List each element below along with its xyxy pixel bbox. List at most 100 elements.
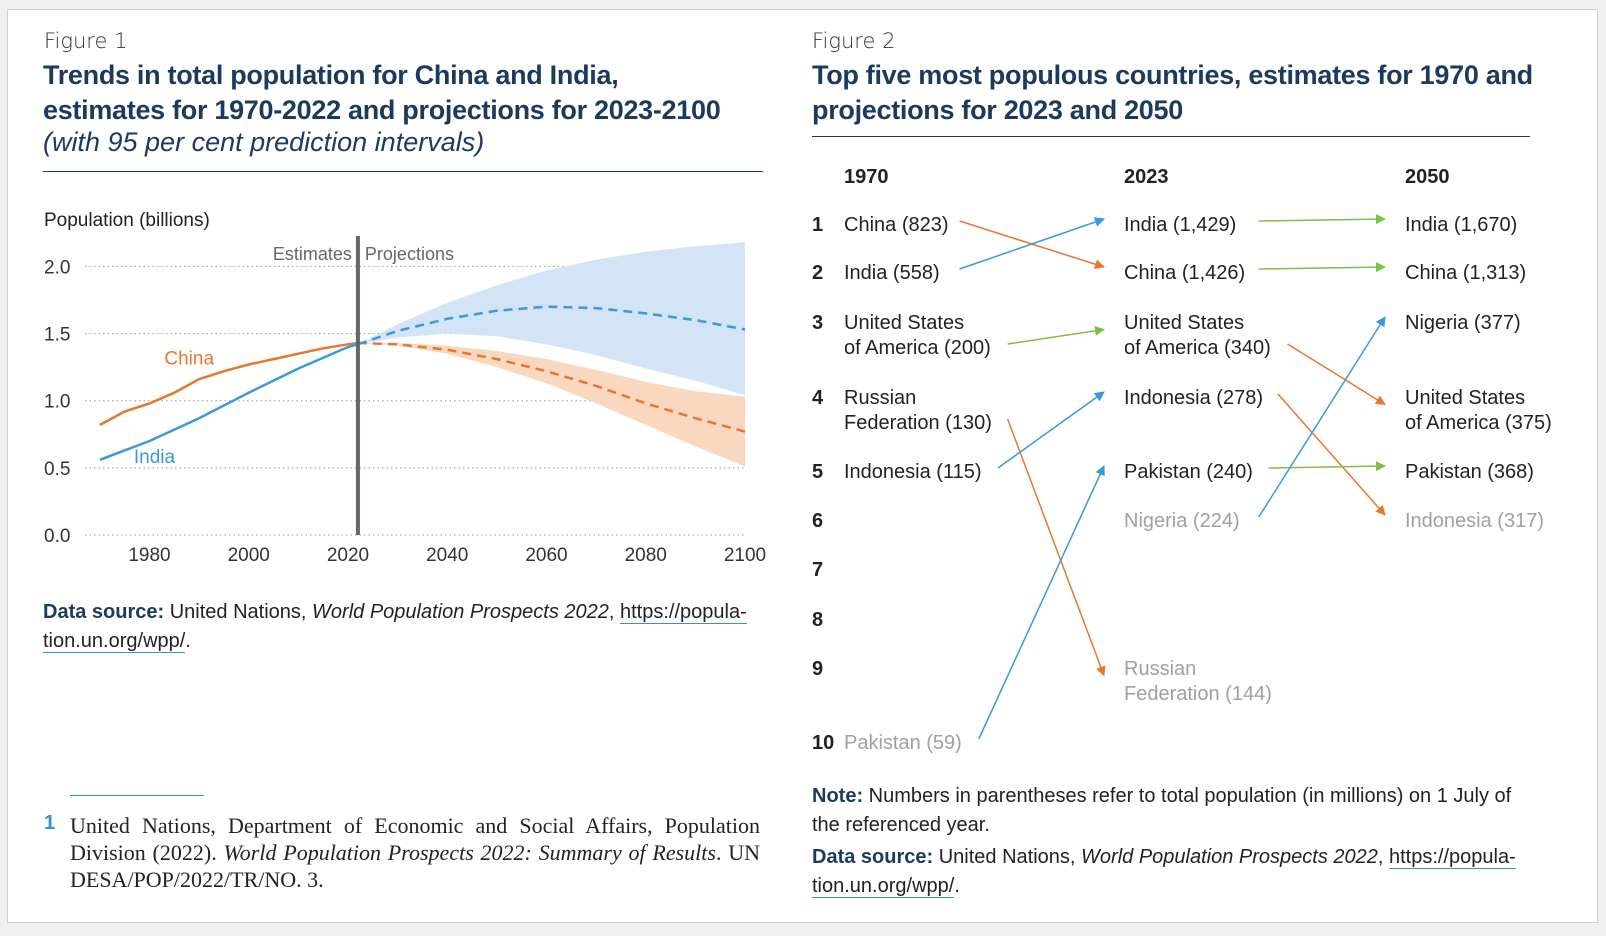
rank-number: 7	[812, 559, 823, 581]
country-entry-line: Pakistan (59)	[844, 732, 962, 754]
country-entry: Indonesia (317)	[1405, 510, 1544, 532]
china-series-label: China	[164, 348, 214, 369]
y-axis-label: Population (billions)	[44, 210, 210, 231]
country-entry-line: Nigeria (224)	[1124, 510, 1240, 532]
figure1-title-line2: estimates for 1970-2022 and projections …	[43, 95, 721, 125]
country-entry: United States of America (375)	[1405, 387, 1552, 434]
china-prediction-interval	[357, 343, 745, 467]
figure2-label: Figure 2	[812, 29, 896, 53]
country-entry: Indonesia (115)	[844, 461, 982, 483]
figure1-title-line1: Trends in total population for China and…	[43, 60, 619, 90]
projections-label: Projections	[365, 244, 454, 264]
country-entry-line: of America (340)	[1124, 337, 1271, 359]
country-entry: Russian Federation (130)	[844, 387, 992, 434]
rank-number: 2	[812, 262, 823, 284]
country-entry-line: Russian	[1124, 658, 1196, 680]
rank-change-arrow	[959, 217, 1105, 270]
rank-change-arrow	[978, 465, 1105, 740]
rank-number: 10	[812, 732, 834, 754]
country-entry: United States of America (340)	[1124, 312, 1271, 359]
country-entry: Nigeria (224)	[1124, 510, 1240, 532]
figure2-note-text2: the referenced year.	[812, 814, 990, 836]
figure1-label: Figure 1	[44, 29, 128, 53]
figure2-data-source-text: United Nations,	[938, 846, 1076, 868]
figure1-data-source-link[interactable]: https://popula-	[620, 601, 747, 624]
country-entry-line: Federation (144)	[1124, 683, 1272, 705]
country-entry-line: India (1,429)	[1124, 214, 1236, 236]
rank-change-arrow	[997, 391, 1105, 469]
footnote-rule	[70, 795, 204, 796]
country-entry-line: China (1,313)	[1405, 262, 1526, 284]
figure2-title-rule	[812, 136, 1530, 137]
column-header-2050: 2050	[1405, 166, 1450, 188]
rank-change-arrow	[1258, 214, 1386, 225]
figure1-data-source-end: .	[185, 630, 191, 652]
figure1-title-rule	[43, 171, 763, 172]
china-estimates-line	[99, 341, 359, 426]
x-tick-label: 2100	[724, 545, 766, 566]
x-tick-label: 2000	[228, 545, 270, 566]
rank-change-arrow	[1258, 316, 1386, 518]
india-series-label: India	[134, 447, 176, 468]
rank-number: 6	[812, 510, 823, 532]
india-prediction-interval	[357, 242, 745, 396]
rank-change-arrow	[1277, 393, 1386, 516]
country-entry: China (1,426)	[1124, 262, 1245, 284]
x-tick-label: 2060	[525, 545, 567, 566]
rank-change-arrow	[1258, 262, 1386, 273]
figure2-note: Note: Numbers in parentheses refer to to…	[812, 782, 1542, 840]
rank-number: 3	[812, 312, 823, 334]
country-entry-line: China (1,426)	[1124, 262, 1245, 284]
country-entry: Nigeria (377)	[1405, 312, 1521, 334]
y-tick-label: 0.5	[44, 459, 70, 480]
country-entry-line: Pakistan (240)	[1124, 461, 1253, 483]
country-entry: Indonesia (278)	[1124, 387, 1263, 409]
country-entry-line: Russian	[844, 387, 916, 409]
figure1-data-source-label: Data source:	[43, 601, 165, 623]
figure1-data-source-text: United Nations,	[169, 601, 307, 623]
column-header-1970: 1970	[844, 166, 889, 188]
country-entry-line: Pakistan (368)	[1405, 461, 1534, 483]
figure1-subtitle: (with 95 per cent prediction intervals)	[43, 127, 485, 157]
country-entry-line: of America (200)	[844, 337, 991, 359]
country-entry-line: Indonesia (278)	[1124, 387, 1263, 409]
country-entry-line: India (558)	[844, 262, 940, 284]
china-projection-line	[357, 341, 746, 433]
country-entry-line: Indonesia (317)	[1405, 510, 1544, 532]
x-tick-label: 2020	[327, 545, 369, 566]
country-entry-line: Indonesia (115)	[844, 461, 982, 483]
country-entry: India (1,670)	[1405, 214, 1517, 236]
figure1-data-source-link-cont[interactable]: tion.un.org/wpp/	[43, 630, 186, 653]
country-entry: Pakistan (240)	[1124, 461, 1253, 483]
country-entry: India (1,429)	[1124, 214, 1236, 236]
y-tick-label: 1.5	[44, 325, 70, 346]
x-tick-label: 2080	[625, 545, 667, 566]
country-entry-line: India (1,670)	[1405, 214, 1517, 236]
y-tick-label: 2.0	[44, 257, 70, 278]
rank-number: 4	[812, 387, 824, 409]
country-entry: Pakistan (59)	[844, 732, 962, 754]
footnote-number: 1	[44, 812, 56, 834]
figure2-data-source-end: .	[954, 875, 960, 897]
x-tick-label: 2040	[426, 545, 468, 566]
country-entry-line: of America (375)	[1405, 412, 1552, 434]
figure2-data-source-link-cont[interactable]: tion.un.org/wpp/	[812, 875, 955, 898]
footnote-text-a: United Nations, Department of Economic a…	[70, 813, 760, 865]
country-entry-line: United States	[1124, 312, 1244, 334]
figure2-note-label: Note:	[812, 785, 864, 807]
rank-change-arrow	[1007, 325, 1105, 345]
figure2-title-line2: projections for 2023 and 2050	[812, 95, 1183, 125]
country-entry: India (558)	[844, 262, 940, 284]
country-entry: Russian Federation (144)	[1124, 658, 1272, 705]
footnote-text: United Nations, Department of Economic a…	[70, 812, 760, 893]
rank-change-arrow	[1268, 461, 1386, 472]
figure2-data-source-link[interactable]: https://popula-	[1389, 846, 1516, 869]
country-entry: Pakistan (368)	[1405, 461, 1534, 483]
country-entry-line: Federation (130)	[844, 412, 992, 434]
rank-number: 9	[812, 658, 823, 680]
country-entry: China (823)	[844, 214, 949, 236]
country-entry: China (1,313)	[1405, 262, 1526, 284]
y-tick-label: 1.0	[44, 392, 70, 413]
rank-number: 8	[812, 609, 823, 631]
figure2-data-source-label: Data source:	[812, 846, 934, 868]
